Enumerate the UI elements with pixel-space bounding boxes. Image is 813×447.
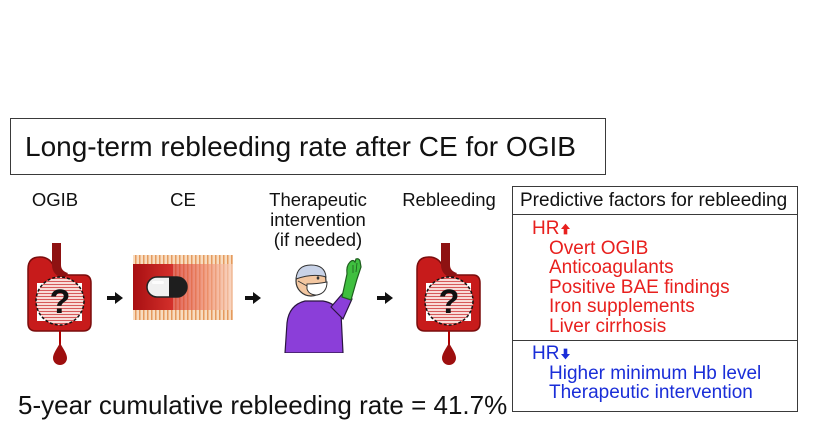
therapy-label-line: (if needed): [273, 229, 363, 250]
hr-decrease-list: Higher minimum Hb level Therapeutic inte…: [513, 362, 797, 404]
ogib-label: OGIB: [31, 189, 79, 210]
hr-increase-list: Overt OGIB Anticoagulants Positive BAE f…: [513, 237, 797, 337]
list-item: Iron supplements: [549, 296, 695, 318]
therapy-label-line: Therapeutic: [269, 189, 367, 210]
up-arrow-icon: [561, 223, 571, 235]
surgeon-icon: [284, 258, 362, 353]
hr-label: HR: [532, 343, 560, 364]
list-item: Higher minimum Hb level: [549, 362, 762, 384]
therapeutic-intervention-label: Therapeutic intervention (if needed): [258, 190, 378, 250]
hr-decrease-section: HR Higher minimum Hb level Therapeutic i…: [513, 341, 797, 403]
right-arrow-icon: [245, 292, 261, 304]
question-mark: ?: [439, 283, 460, 321]
list-item: Overt OGIB: [549, 237, 649, 259]
predictive-factors-box: Predictive factors for rebleeding HR Ove…: [512, 186, 798, 412]
list-item: Liver cirrhosis: [549, 315, 667, 337]
list-item: Anticoagulants: [549, 257, 674, 279]
hr-increase-heading: HR: [513, 219, 797, 239]
list-item: Positive BAE findings: [549, 276, 730, 298]
cumulative-rebleeding-rate: 5-year cumulative rebleeding rate = 41.7…: [18, 390, 508, 420]
right-arrow-icon: [107, 292, 123, 304]
ce-label: CE: [170, 189, 196, 210]
title-box: Long-term rebleeding rate after CE for O…: [10, 118, 606, 175]
down-arrow-icon: [561, 348, 571, 360]
hr-decrease-heading: HR: [513, 344, 797, 364]
hr-label: HR: [532, 218, 560, 239]
rebleeding-label: Rebleeding: [402, 189, 496, 210]
therapy-label-line: intervention: [270, 209, 366, 230]
page-title: Long-term rebleeding rate after CE for O…: [25, 131, 576, 162]
right-arrow-icon: [377, 292, 393, 304]
list-item: Therapeutic intervention: [549, 382, 753, 404]
stomach-bleeding-icon: ?: [27, 243, 92, 365]
hr-increase-section: HR Overt OGIB Anticoagulants Positive BA…: [513, 215, 797, 341]
predictive-factors-header: Predictive factors for rebleeding: [513, 187, 797, 215]
capsule-endoscopy-icon: [133, 255, 233, 320]
stomach-rebleeding-icon: ?: [416, 243, 481, 365]
question-mark: ?: [50, 283, 71, 321]
